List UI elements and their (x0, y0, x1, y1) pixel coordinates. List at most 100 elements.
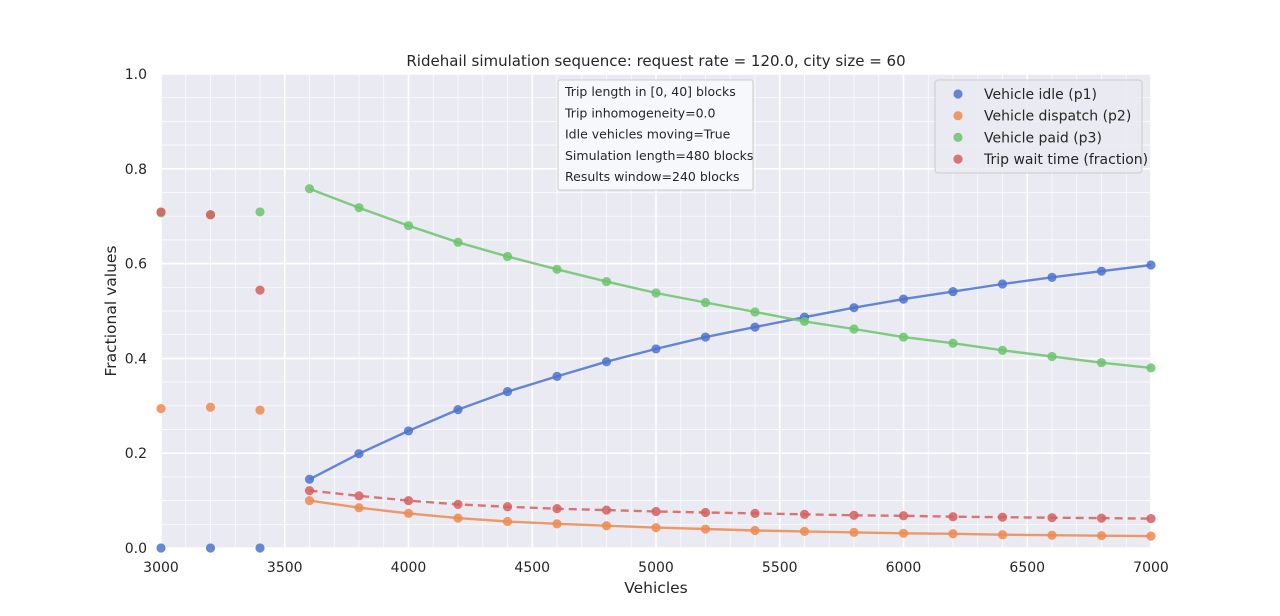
data-point (1096, 358, 1107, 368)
data-point (1146, 363, 1156, 373)
y-axis-ticks: 0.0 0.2 0.4 0.6 0.8 1.0 (125, 67, 147, 557)
data-point (898, 528, 909, 538)
data-point (304, 496, 315, 506)
x-tick-label: 7000 (1133, 560, 1169, 576)
series (156, 184, 1156, 553)
data-point (1096, 266, 1107, 276)
data-point (255, 285, 265, 295)
data-point (750, 508, 760, 518)
series-line (309, 499, 1152, 538)
data-point (205, 210, 216, 220)
data-point (849, 324, 859, 334)
data-point (1047, 351, 1057, 362)
y-tick-label: 0.8 (125, 162, 147, 178)
annotation-line: Simulation length=480 blocks (565, 148, 753, 163)
data-point (799, 316, 810, 327)
data-point (997, 512, 1008, 522)
data-point (453, 499, 463, 509)
data-point (255, 207, 265, 217)
data-point (849, 303, 859, 313)
data-point (403, 496, 414, 506)
x-tick-label: 3500 (267, 560, 303, 576)
y-tick-label: 0.2 (125, 446, 147, 462)
annotation-line: Trip inhomogeneity=0.0 (564, 105, 716, 120)
data-point (156, 207, 166, 217)
data-point (354, 503, 364, 513)
data-point (354, 449, 364, 459)
legend-label: Vehicle dispatch (p2) (984, 109, 1131, 125)
data-point (997, 530, 1008, 540)
y-tick-label: 1.0 (125, 67, 147, 83)
legend: Vehicle idle (p1) Vehicle dispatch (p2) Ve… (934, 79, 1148, 174)
data-point (502, 502, 513, 512)
data-point (1146, 260, 1156, 270)
x-tick-label: 5500 (762, 560, 798, 576)
data-point (651, 344, 661, 354)
data-point (255, 405, 265, 415)
data-point (156, 404, 166, 414)
series-4 (156, 207, 1156, 524)
data-point (1047, 513, 1057, 523)
data-point (700, 332, 711, 342)
data-point (700, 524, 711, 534)
annotation-line: Idle vehicles moving=True (565, 127, 731, 142)
data-point (304, 486, 315, 496)
legend-frame (934, 79, 1143, 174)
x-tick-label: 6000 (886, 560, 922, 576)
data-point (750, 525, 760, 536)
data-point (156, 543, 166, 553)
data-point (552, 264, 562, 274)
series-line (308, 263, 1152, 481)
legend-marker (953, 89, 963, 99)
data-point (205, 402, 216, 412)
data-point (898, 511, 909, 521)
data-point (948, 512, 958, 522)
data-point (898, 294, 909, 304)
x-tick-label: 4000 (391, 560, 427, 576)
legend-marker (953, 132, 963, 142)
x-axis-title: Vehicles (624, 579, 688, 597)
legend-label: Vehicle idle (p1) (984, 87, 1097, 103)
data-point (750, 307, 760, 317)
data-point (849, 510, 859, 520)
x-tick-label: 4500 (514, 560, 550, 576)
data-point (403, 221, 414, 231)
data-point (552, 504, 562, 514)
data-point (601, 521, 612, 531)
grid (160, 73, 1152, 549)
data-point (502, 386, 513, 397)
data-point (403, 508, 414, 518)
x-axis-ticks: 3000 3500 4000 4500 5000 5500 6000 6500 7000 (143, 560, 1169, 576)
data-point (700, 297, 711, 308)
data-point (799, 509, 810, 519)
data-point (1047, 530, 1057, 540)
legend-marker (953, 154, 963, 164)
data-point (601, 277, 612, 287)
chart-title: Ridehail simulation sequence: request ra… (406, 52, 905, 70)
data-point (601, 505, 612, 515)
data-point (552, 519, 562, 529)
data-point (849, 527, 859, 537)
data-point (502, 516, 513, 527)
data-point (1096, 531, 1107, 541)
annotation-line: Trip length in [0, 40] blocks (564, 84, 736, 99)
annotation-box: Trip length in [0, 40] blocks Trip inhomo… (557, 79, 754, 191)
data-point (453, 404, 463, 415)
y-axis-title: Fractional values (102, 245, 120, 376)
legend-label: Trip wait time (fraction) (983, 152, 1148, 168)
data-point (948, 338, 958, 348)
data-point (304, 184, 315, 194)
data-point (354, 491, 364, 501)
data-point (1096, 513, 1107, 523)
annotation-line: Results window=240 blocks (565, 169, 740, 184)
data-point (651, 523, 661, 533)
data-point (502, 251, 513, 262)
x-tick-label: 5000 (638, 560, 674, 576)
data-point (403, 426, 414, 436)
series-2 (156, 402, 1156, 541)
x-tick-label: 3000 (143, 560, 179, 576)
data-point (948, 286, 958, 297)
data-point (1047, 272, 1057, 282)
data-point (552, 371, 562, 382)
data-point (453, 513, 463, 523)
